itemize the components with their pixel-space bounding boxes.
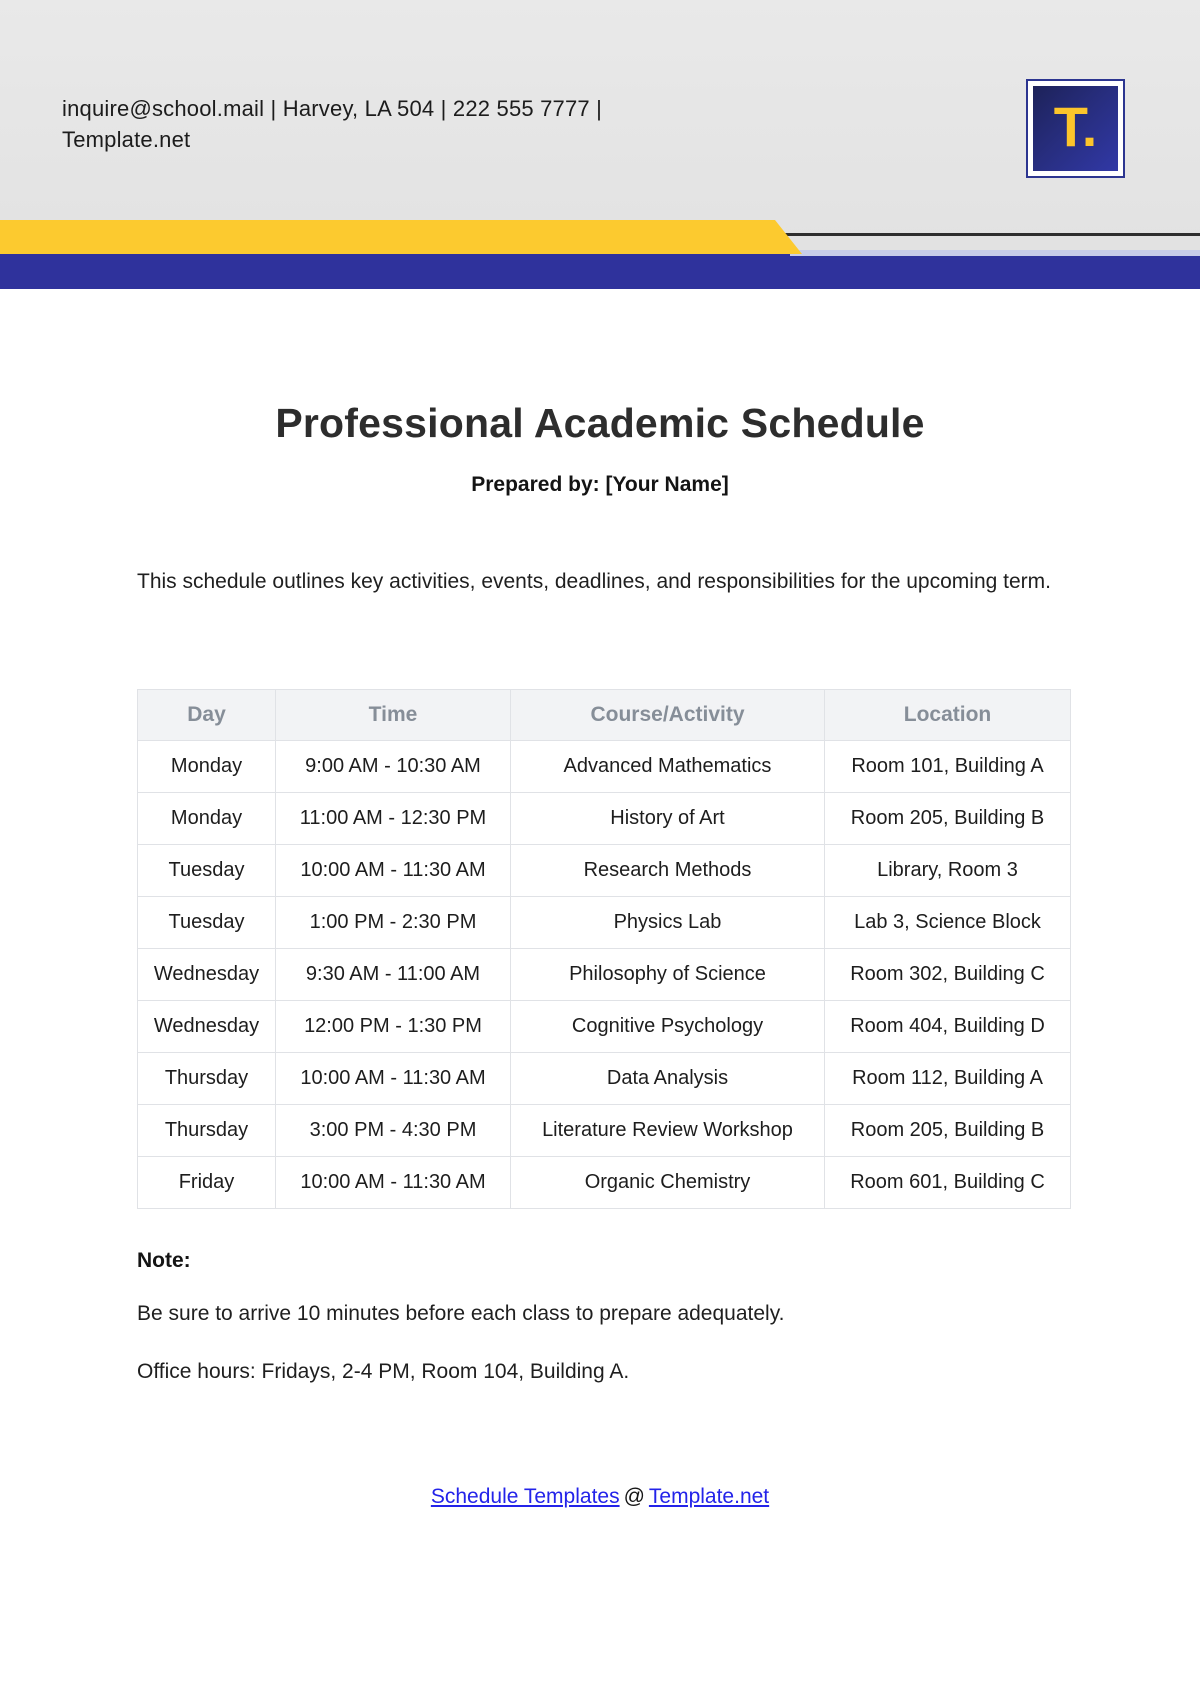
table-cell: Lab 3, Science Block [824,896,1071,949]
table-cell: 9:00 AM - 10:30 AM [275,740,511,793]
table-cell: 9:30 AM - 11:00 AM [275,948,511,1001]
table-cell: History of Art [510,792,825,845]
table-cell: Room 601, Building C [824,1156,1071,1209]
note-line-office-hours: Office hours: Fridays, 2-4 PM, Room 104,… [137,1360,630,1383]
table-cell: Monday [137,740,276,793]
table-header-row: Day Time Course/Activity Location [137,689,1071,741]
page-title: Professional Academic Schedule [275,400,925,446]
table-cell: Data Analysis [510,1052,825,1105]
table-row: Tuesday 10:00 AM - 11:30 AM Research Metho… [137,844,1071,897]
table-row: Thursday 3:00 PM - 4:30 PM Literature Revi… [137,1104,1071,1157]
logo-letter: T. [1053,94,1098,158]
prepared-by-line: Prepared by: [Your Name] [471,473,729,496]
yellow-banner-bar [0,220,802,254]
table-row: Wednesday 12:00 PM - 1:30 PM Cognitive Psy… [137,1000,1071,1053]
footer-separator: @ [623,1485,645,1508]
table-cell: 10:00 AM - 11:30 AM [275,1052,511,1105]
table-cell: Room 101, Building A [824,740,1071,793]
table-cell: Library, Room 3 [824,844,1071,897]
table-cell: Room 404, Building D [824,1000,1071,1053]
table-row: Wednesday 9:30 AM - 11:00 AM Philosophy of… [137,948,1071,1001]
table-row: Monday 9:00 AM - 10:30 AM Advanced Mathema… [137,740,1071,793]
column-header: Course/Activity [510,689,825,741]
table-cell: 3:00 PM - 4:30 PM [275,1104,511,1157]
table-cell: Thursday [137,1104,276,1157]
table-cell: Wednesday [137,948,276,1001]
template-net-link[interactable]: Template.net [648,1485,770,1508]
table-cell: Room 205, Building B [824,1104,1071,1157]
table-row: Monday 11:00 AM - 12:30 PM History of Art R… [137,792,1071,845]
table-cell: Philosophy of Science [510,948,825,1001]
table-row: Friday 10:00 AM - 11:30 AM Organic Chemist… [137,1156,1071,1209]
table-cell: Monday [137,792,276,845]
blue-banner-bar [0,254,1200,289]
table-body: Monday 9:00 AM - 10:30 AM Advanced Mathema… [137,740,1071,1209]
table-cell: Friday [137,1156,276,1209]
table-row: Thursday 10:00 AM - 11:30 AM Data Analysis… [137,1052,1071,1105]
divider-line [782,233,1200,236]
table-cell: Room 302, Building C [824,948,1071,1001]
contact-info: inquire@school.mail | Harvey, LA 504 | 2… [62,96,603,152]
note-line-arrival: Be sure to arrive 10 minutes before each… [137,1302,785,1325]
note-heading: Note: [137,1249,191,1272]
table-cell: 12:00 PM - 1:30 PM [275,1000,511,1053]
intro-paragraph: This schedule outlines key activities, e… [137,570,1051,593]
table-cell: 11:00 AM - 12:30 PM [275,792,511,845]
footer: Schedule Templates @ Template.net [0,1485,1200,1509]
column-header: Location [824,689,1071,741]
table-cell: Thursday [137,1052,276,1105]
schedule-templates-link[interactable]: Schedule Templates [430,1485,620,1508]
column-header: Time [275,689,511,741]
lavender-strip [790,250,1200,256]
table-cell: Advanced Mathematics [510,740,825,793]
table-cell: Tuesday [137,844,276,897]
table-cell: Room 205, Building B [824,792,1071,845]
table-cell: 1:00 PM - 2:30 PM [275,896,511,949]
schedule-table: Day Time Course/Activity Location Monday 9:0… [137,689,1071,1209]
letterhead: inquire@school.mail | Harvey, LA 504 | 2… [0,0,1200,254]
column-header: Day [137,689,276,741]
template-logo: T. [1026,79,1125,178]
table-cell: Cognitive Psychology [510,1000,825,1053]
table-cell: Wednesday [137,1000,276,1053]
table-cell: Organic Chemistry [510,1156,825,1209]
table-cell: Tuesday [137,896,276,949]
table-row: Tuesday 1:00 PM - 2:30 PM Physics Lab Lab 3… [137,896,1071,949]
table-cell: 10:00 AM - 11:30 AM [275,844,511,897]
table-cell: Physics Lab [510,896,825,949]
table-cell: Room 112, Building A [824,1052,1071,1105]
table-cell: Research Methods [510,844,825,897]
table-cell: Literature Review Workshop [510,1104,825,1157]
logo-background: T. [1033,86,1118,171]
table-cell: 10:00 AM - 11:30 AM [275,1156,511,1209]
